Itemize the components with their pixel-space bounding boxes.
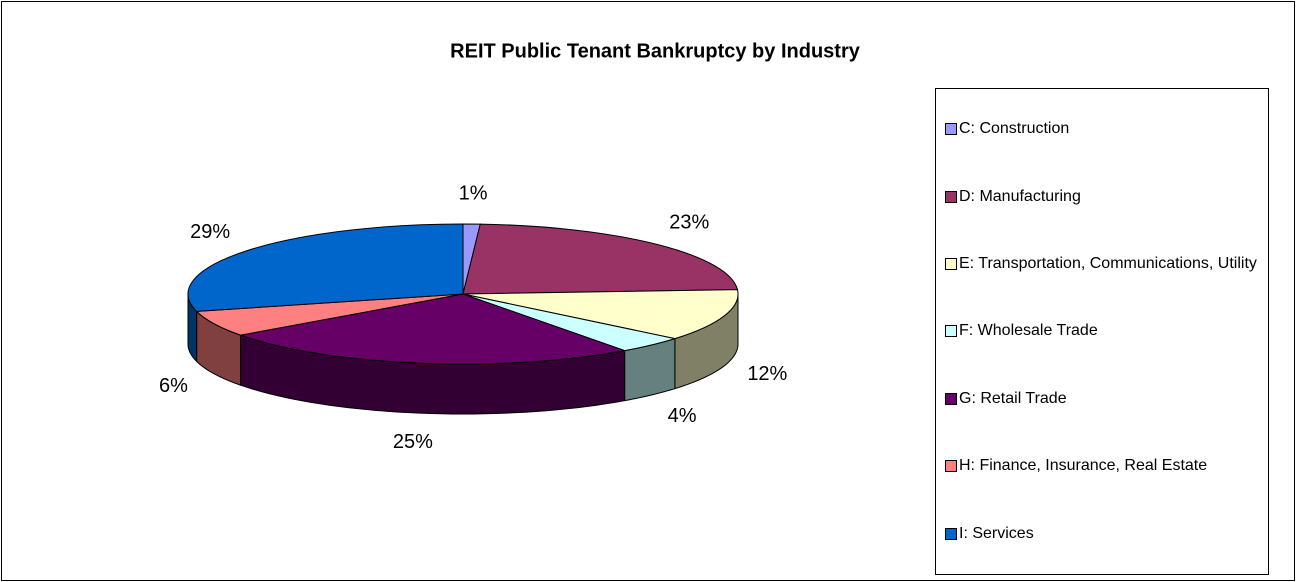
legend-swatch	[945, 392, 957, 405]
legend-label: G: Retail Trade	[959, 389, 1067, 407]
legend-swatch	[945, 325, 957, 338]
data-label: 25%	[393, 431, 433, 453]
legend-swatch	[945, 123, 957, 136]
legend-item: F: Wholesale Trade	[945, 318, 1257, 343]
chart-title: REIT Public Tenant Bankruptcy by Industr…	[450, 40, 861, 62]
legend-item: C: Construction	[945, 116, 1257, 141]
legend-item: I: Services	[945, 521, 1257, 546]
legend-label: F: Wholesale Trade	[959, 322, 1098, 340]
legend-item: H: Finance, Insurance, Real Estate	[945, 453, 1257, 478]
slice	[238, 293, 627, 365]
legend-swatch	[945, 527, 957, 540]
slice	[462, 289, 739, 340]
data-label: 12%	[747, 363, 787, 385]
legend-box	[935, 88, 1269, 575]
data-label: 29%	[190, 221, 230, 243]
legend-label: C: Construction	[959, 120, 1070, 138]
legend-swatch	[945, 460, 957, 473]
slice	[187, 223, 464, 312]
data-label: 4%	[668, 405, 697, 427]
data-label: 23%	[669, 212, 709, 234]
data-label: 1%	[459, 182, 488, 204]
data-label: 6%	[159, 375, 188, 397]
legend-item: E: Transportation, Communications, Utili…	[945, 251, 1257, 276]
legend-item: D: Manufacturing	[945, 184, 1257, 209]
legend-label: E: Transportation, Communications, Utili…	[959, 255, 1257, 273]
legend-label: I: Services	[959, 524, 1034, 542]
legend-swatch	[945, 190, 957, 203]
legend: C: Construction D: Manufacturing E: Transp…	[936, 89, 1267, 573]
legend-item: G: Retail Trade	[945, 386, 1257, 411]
legend-label: D: Manufacturing	[959, 187, 1081, 205]
slice	[462, 223, 739, 295]
legend-label: H: Finance, Insurance, Real Estate	[959, 457, 1208, 475]
legend-swatch	[945, 258, 957, 271]
